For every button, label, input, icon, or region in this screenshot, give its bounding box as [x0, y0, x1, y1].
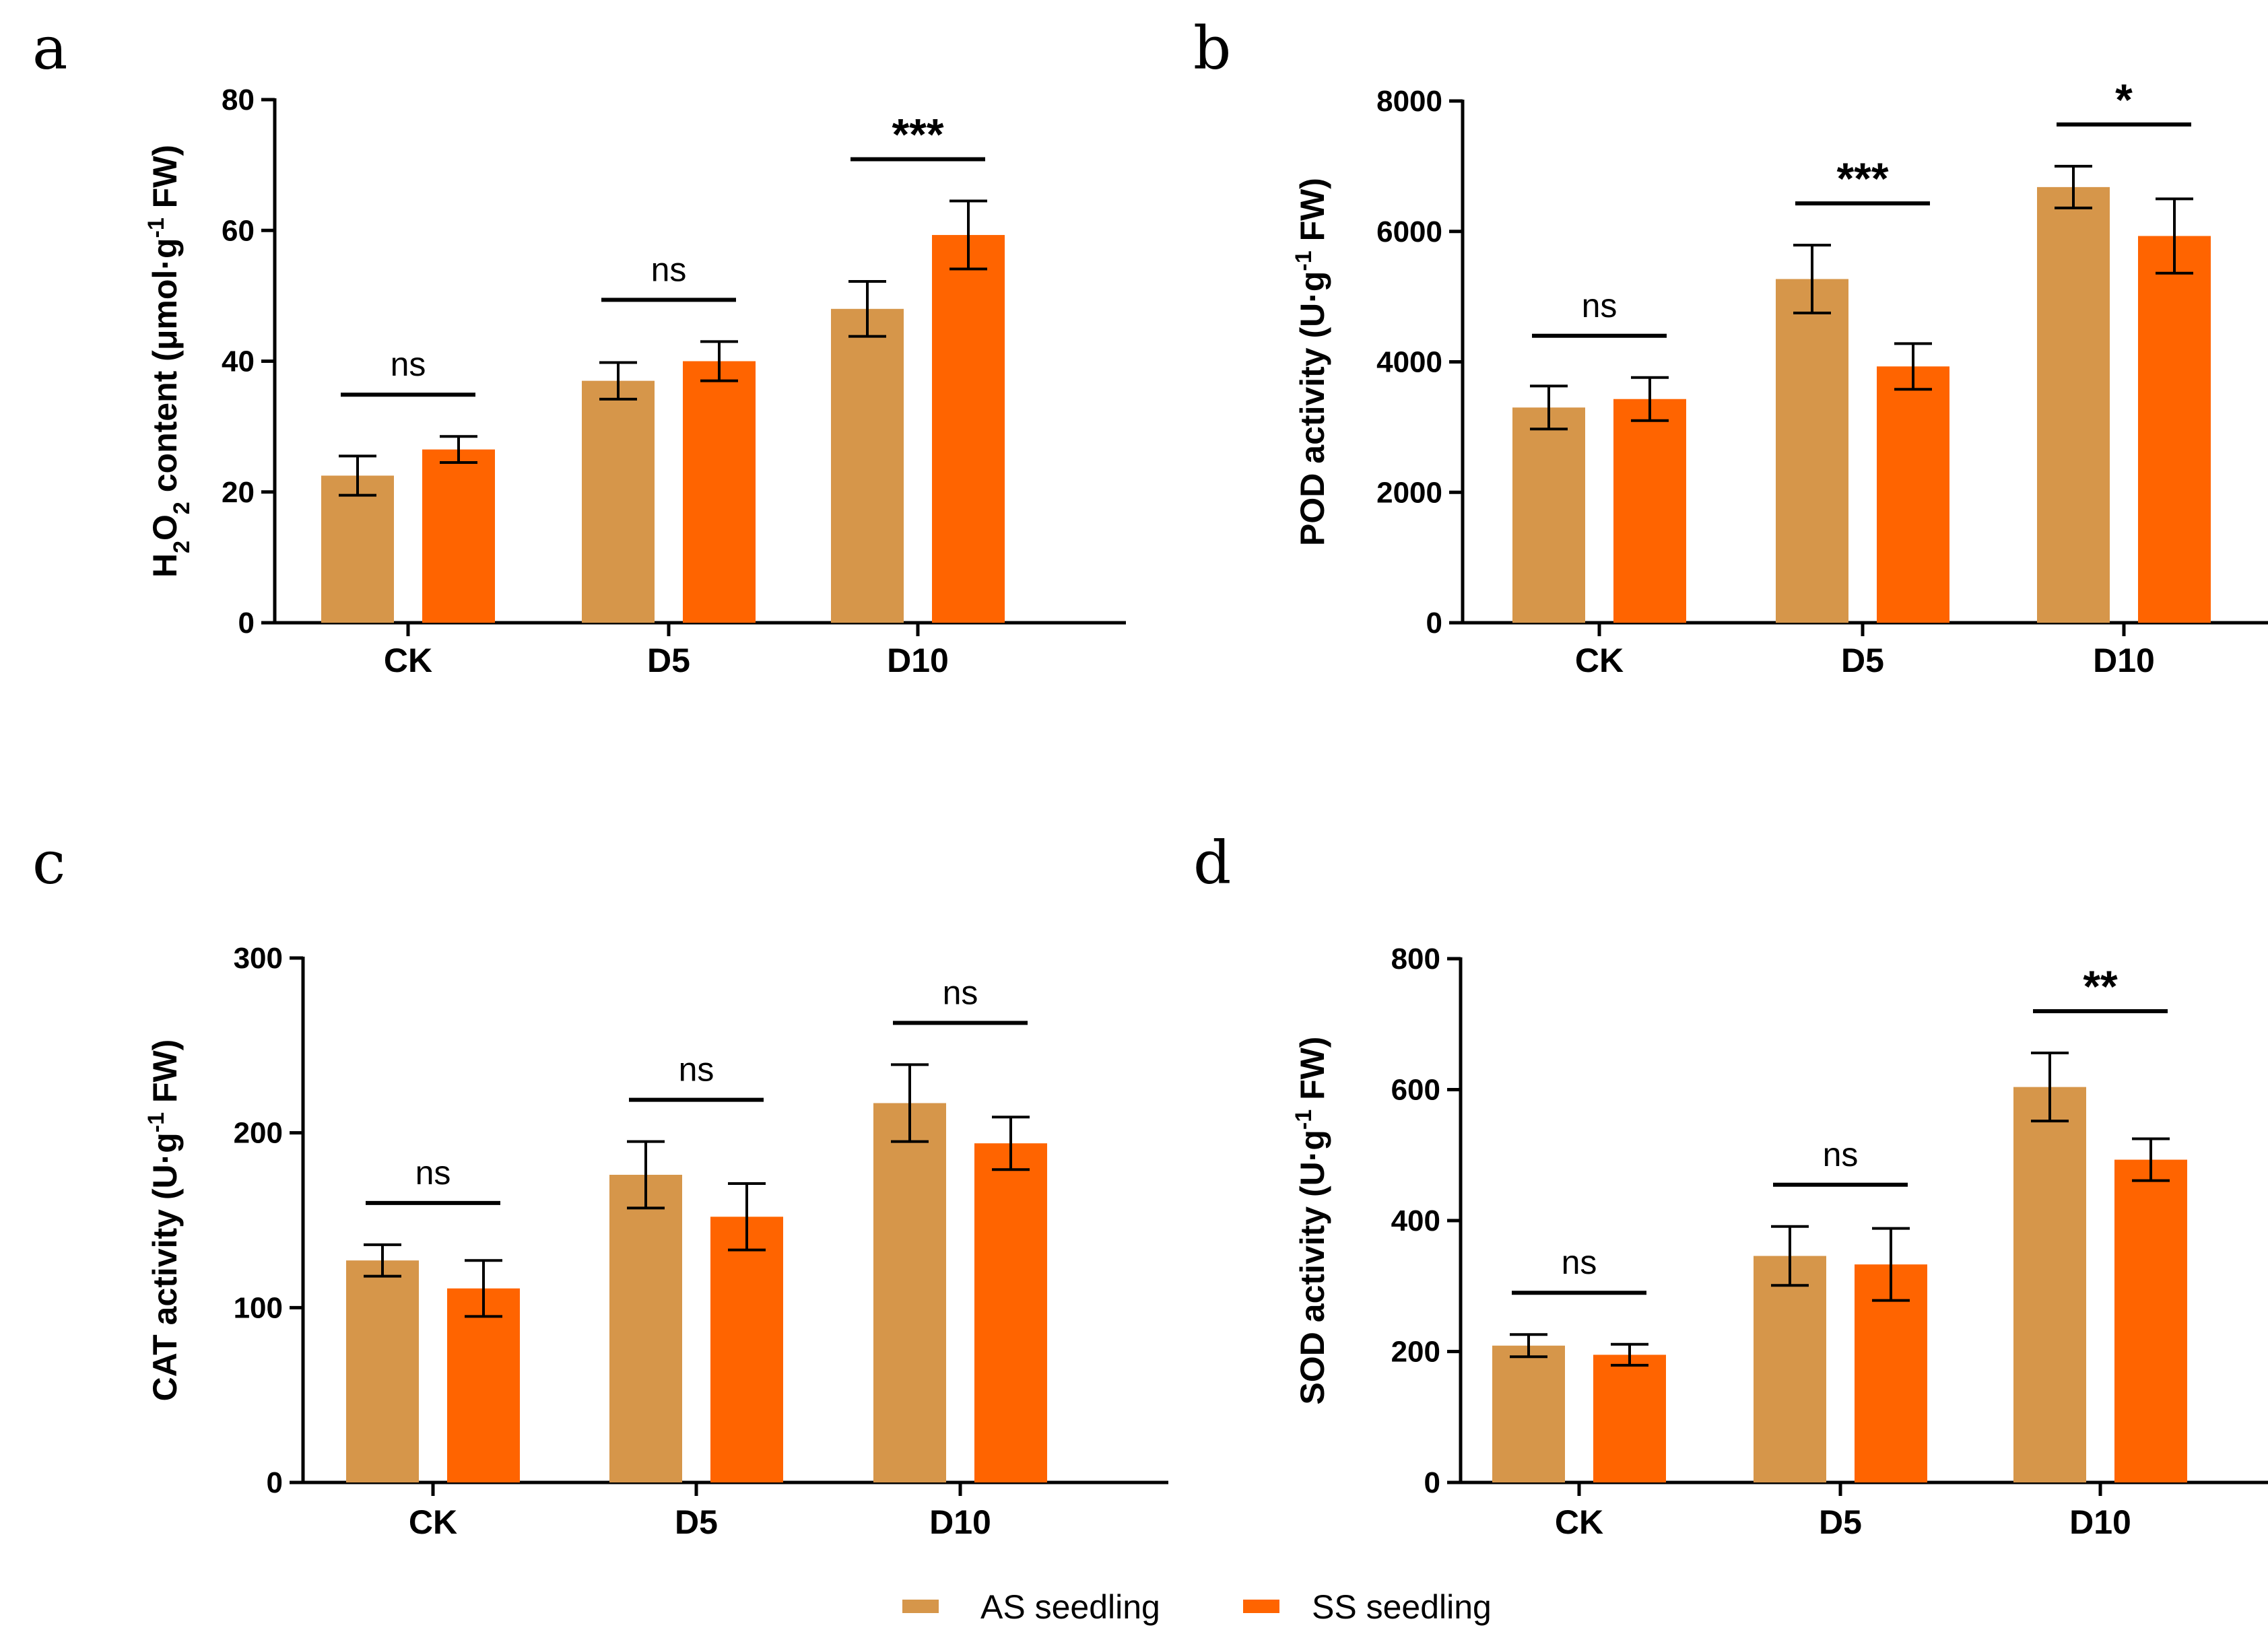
panel-letter: c [32, 828, 65, 897]
y-tick-label: 0 [1426, 607, 1442, 640]
bar-CK-ss [447, 1288, 520, 1482]
x-tick-label: D5 [1819, 1503, 1862, 1541]
y-tick-label: 8000 [1376, 85, 1442, 118]
x-tick-label: D5 [1841, 642, 1884, 679]
legend-swatch-ss [1243, 1600, 1279, 1613]
y-tick-label: 200 [234, 1117, 283, 1150]
x-tick-label: D10 [2069, 1503, 2131, 1541]
y-tick-label: 80 [222, 83, 255, 116]
panel-b: b 0 2000 4000 6000 8000 POD activity (U·g-1 FW… [1193, 13, 2268, 679]
bar-CK-ss [1593, 1355, 1666, 1482]
significance-label: ns [415, 1154, 451, 1192]
significance-label: ns [651, 250, 687, 288]
bar-CK-as [321, 475, 394, 623]
significance-label: * [2115, 75, 2133, 125]
bar-D5-as [1754, 1256, 1826, 1482]
y-axis-title: H2O2 content (μmol·g-1 FW) [143, 145, 195, 578]
y-tick-label: 400 [1391, 1204, 1440, 1237]
y-tick-label: 0 [238, 607, 255, 640]
y-tick-label: 4000 [1376, 346, 1442, 379]
significance-label: ns [943, 973, 978, 1011]
significance-label: ns [679, 1051, 714, 1089]
bar-D10-as [873, 1103, 946, 1482]
y-tick-label: 800 [1391, 943, 1440, 976]
y-axis-title: SOD activity (U·g-1 FW) [1291, 1037, 1331, 1405]
y-tick-label: 300 [234, 942, 283, 975]
bar-CK-as [346, 1260, 419, 1482]
bar-D5-as [1776, 279, 1848, 623]
x-tick-label: CK [1575, 642, 1624, 679]
y-tick-label: 60 [222, 214, 255, 247]
legend-label-as: AS seedling [980, 1588, 1160, 1626]
y-tick-label: 200 [1391, 1336, 1440, 1369]
bar-D10-ss [2138, 236, 2211, 623]
bar-D10-ss [974, 1143, 1047, 1482]
x-tick-label: CK [384, 642, 432, 679]
bar-D10-ss [2114, 1159, 2187, 1482]
bar-D5-as [582, 380, 655, 623]
legend-label-ss: SS seedling [1312, 1588, 1492, 1626]
significance-label: ns [1823, 1136, 1859, 1173]
panel-d: d 0 200 400 600 800 SOD activity (U·g-1 FW) CK n… [1193, 828, 2268, 1541]
legend: AS seedling SS seedling [902, 1588, 1492, 1626]
y-tick-label: 20 [222, 476, 255, 509]
x-tick-label: CK [1555, 1503, 1603, 1541]
x-tick-label: D5 [647, 642, 690, 679]
y-tick-label: 600 [1391, 1074, 1440, 1107]
bar-CK-ss [422, 449, 495, 623]
x-tick-label: D10 [929, 1503, 991, 1541]
bar-D5-ss [710, 1217, 783, 1482]
y-tick-label: 0 [267, 1466, 283, 1499]
panel-letter: a [32, 13, 67, 83]
bar-D10-as [831, 308, 904, 623]
y-tick-label: 0 [1424, 1466, 1440, 1499]
significance-label: ns [1582, 287, 1617, 324]
significance-label: ns [391, 345, 426, 383]
bar-D10-as [2013, 1087, 2086, 1482]
y-tick-label: 40 [222, 345, 255, 378]
y-axis-title: CAT activity (U·g-1 FW) [143, 1039, 184, 1402]
x-tick-label: D5 [675, 1503, 718, 1541]
bar-D5-ss [683, 361, 756, 623]
x-tick-label: D10 [887, 642, 949, 679]
significance-label: *** [892, 110, 943, 160]
significance-label: ** [2083, 961, 2118, 1011]
bar-CK-ss [1613, 399, 1686, 623]
significance-label: *** [1836, 153, 1888, 203]
bar-CK-as [1512, 407, 1585, 623]
y-tick-label: 2000 [1376, 476, 1442, 509]
bar-D10-as [2037, 186, 2110, 623]
y-tick-label: 6000 [1376, 215, 1442, 248]
x-tick-label: CK [409, 1503, 457, 1541]
bar-D5-as [609, 1174, 682, 1482]
panel-c: c 0 100 200 300 CAT activity (U·g-1 FW) CK ns D5… [32, 828, 1168, 1541]
x-tick-label: D10 [2093, 642, 2155, 679]
significance-label: ns [1562, 1243, 1597, 1281]
bar-D5-ss [1877, 366, 1949, 623]
y-tick-label: 100 [234, 1291, 283, 1324]
y-axis-title: POD activity (U·g-1 FW) [1291, 178, 1331, 546]
legend-swatch-as [902, 1600, 939, 1613]
bar-CK-as [1492, 1345, 1565, 1482]
panel-a: a 0 20 40 60 80 H2O2 content (μmol·g-1 FW) CK ns… [32, 13, 1126, 679]
panel-letter: b [1193, 13, 1231, 83]
bar-D10-ss [932, 235, 1005, 623]
panel-letter: d [1193, 828, 1231, 897]
